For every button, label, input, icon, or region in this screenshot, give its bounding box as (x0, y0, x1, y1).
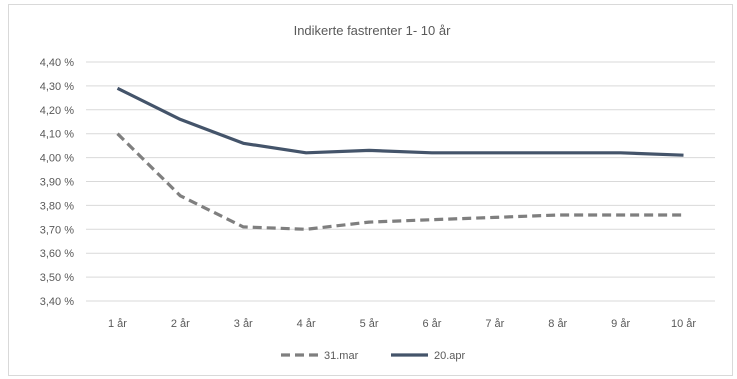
series-line-20.apr (116, 86, 684, 157)
chart-title: Indikerte fastrenter 1- 10 år (294, 23, 451, 38)
gridlines (86, 61, 715, 302)
y-axis-ticks: 3,40 % 3,50 % 3,60 % 3,70 % 3,80 % 3,90 % 4,00… (40, 57, 74, 308)
x-tick-label: 1 år (108, 318, 127, 330)
x-tick-label: 10 år (671, 318, 696, 330)
y-tick-label: 4,40 % (40, 57, 74, 69)
x-tick-label: 8 år (548, 318, 567, 330)
series-lines (116, 86, 684, 231)
legend-label: 31.mar (324, 350, 359, 362)
x-axis-ticks: 1 år 2 år 3 år 4 år 5 år 6 år 7 år 8 år 9 år 10 å… (108, 318, 696, 330)
y-tick-label: 4,00 % (40, 153, 74, 165)
y-tick-label: 3,40 % (40, 296, 74, 308)
legend-label: 20.apr (434, 350, 466, 362)
y-tick-label: 3,90 % (40, 177, 74, 189)
y-tick-label: 3,80 % (40, 200, 74, 212)
y-tick-label: 3,50 % (40, 272, 74, 284)
series-line-31.mar (116, 132, 684, 231)
x-tick-label: 3 år (234, 318, 253, 330)
x-tick-label: 4 år (297, 318, 316, 330)
x-tick-label: 6 år (422, 318, 441, 330)
y-tick-label: 3,70 % (40, 224, 74, 236)
y-tick-label: 4,30 % (40, 81, 74, 93)
x-tick-label: 5 år (360, 318, 379, 330)
x-tick-label: 7 år (485, 318, 504, 330)
y-tick-label: 4,10 % (40, 129, 74, 141)
y-tick-label: 3,60 % (40, 248, 74, 260)
chart-frame (8, 4, 733, 376)
legend: 31.mar 20.apr (281, 350, 466, 362)
x-tick-label: 9 år (611, 318, 630, 330)
x-tick-label: 2 år (171, 318, 190, 330)
y-tick-label: 4,20 % (40, 105, 74, 117)
